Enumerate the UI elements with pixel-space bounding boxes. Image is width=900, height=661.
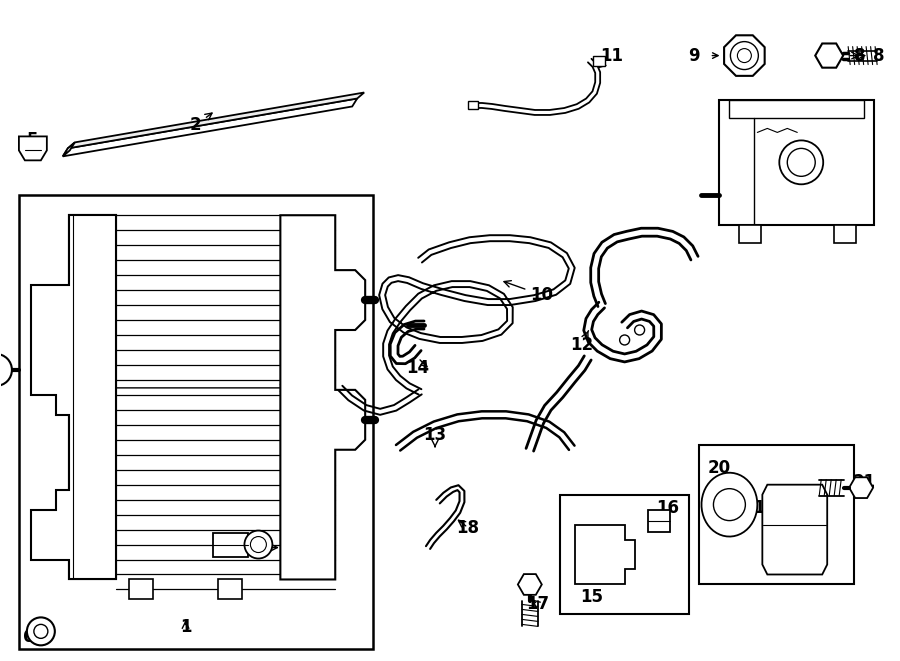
Circle shape	[714, 488, 745, 521]
Circle shape	[779, 140, 824, 184]
Text: 13: 13	[424, 426, 446, 447]
Bar	[560, 494, 689, 615]
Text: 4: 4	[47, 379, 287, 397]
Circle shape	[731, 42, 759, 69]
Polygon shape	[815, 44, 843, 67]
Text: 18: 18	[456, 519, 480, 537]
Polygon shape	[68, 93, 364, 148]
Text: 1: 1	[180, 619, 192, 637]
Text: 21: 21	[852, 473, 876, 490]
Polygon shape	[724, 35, 765, 76]
Text: 2: 2	[190, 113, 212, 134]
Polygon shape	[648, 510, 670, 531]
Polygon shape	[834, 225, 856, 243]
Text: 4: 4	[47, 376, 58, 394]
Polygon shape	[129, 580, 153, 600]
Text: 14: 14	[407, 359, 429, 377]
Polygon shape	[575, 525, 634, 584]
Polygon shape	[740, 225, 761, 243]
Polygon shape	[219, 580, 242, 600]
Text: 5: 5	[27, 132, 39, 155]
Circle shape	[737, 49, 751, 63]
Text: 6: 6	[27, 629, 39, 646]
Text: 8: 8	[851, 46, 866, 65]
Circle shape	[619, 335, 630, 345]
Text: 6: 6	[23, 629, 34, 646]
Polygon shape	[31, 215, 116, 580]
Text: 17: 17	[526, 596, 549, 613]
Text: 20: 20	[708, 459, 731, 500]
Circle shape	[250, 537, 266, 553]
Bar	[593, 56, 605, 65]
Circle shape	[0, 354, 12, 386]
Circle shape	[788, 148, 815, 176]
Polygon shape	[518, 574, 542, 595]
Bar	[468, 102, 478, 110]
Circle shape	[634, 325, 644, 335]
Text: 10: 10	[504, 281, 554, 304]
Circle shape	[34, 625, 48, 639]
Bar	[19, 195, 373, 649]
Text: 11: 11	[598, 46, 623, 67]
Text: 15: 15	[580, 588, 603, 606]
Polygon shape	[762, 485, 827, 574]
Bar	[719, 100, 874, 225]
Polygon shape	[701, 473, 758, 537]
Circle shape	[27, 617, 55, 645]
Polygon shape	[212, 533, 248, 557]
Polygon shape	[281, 215, 365, 580]
Polygon shape	[850, 477, 873, 498]
Text: 16: 16	[656, 498, 679, 520]
Text: 9: 9	[688, 46, 699, 65]
Polygon shape	[63, 98, 357, 157]
Polygon shape	[68, 215, 116, 580]
Polygon shape	[19, 136, 47, 161]
Bar	[729, 100, 864, 118]
Text: 7: 7	[722, 197, 767, 229]
Polygon shape	[63, 142, 75, 157]
Text: 12: 12	[571, 330, 593, 354]
Text: 19: 19	[752, 498, 776, 517]
Bar	[699, 445, 854, 584]
Text: 8: 8	[873, 46, 885, 65]
Circle shape	[245, 531, 273, 559]
Text: 3: 3	[251, 539, 296, 557]
